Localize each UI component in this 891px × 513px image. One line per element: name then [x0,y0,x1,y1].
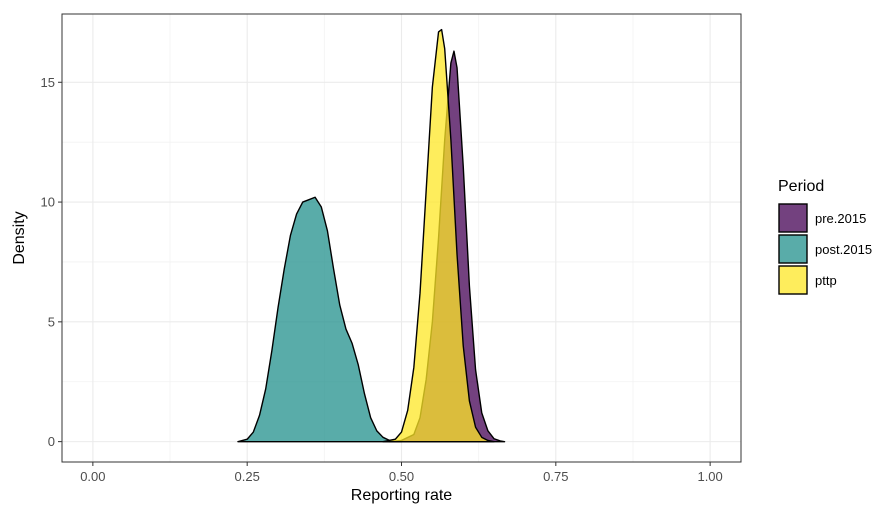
axes: 0.00 0.25 0.50 0.75 1.00 0 5 10 15 [41,75,723,484]
y-tick-label: 10 [41,195,55,210]
y-tick-label: 15 [41,75,55,90]
x-axis-title: Reporting rate [351,487,452,504]
x-tick-label: 0.00 [80,469,105,484]
legend-label-pre-2015: pre.2015 [815,211,866,226]
legend-key-pttp [778,265,808,295]
x-tick-label: 0.25 [235,469,260,484]
legend-label-pttp: pttp [815,273,837,288]
x-tick-label: 1.00 [697,469,722,484]
density-area-post-2015 [237,196,403,443]
y-tick-label: 0 [48,434,55,449]
y-tick-label: 5 [48,314,55,329]
x-tick-label: 0.75 [543,469,568,484]
grid-lines [62,14,741,462]
legend-key-pre-2015 [778,203,808,233]
legend-label-post-2015: post.2015 [815,242,872,257]
density-areas [237,28,506,443]
y-axis-title: Density [11,211,28,264]
legend-key-post-2015 [778,234,808,264]
legend: Period pre.2015 post.2015 pttp [778,178,872,295]
density-area-pttp [382,28,495,443]
x-tick-label: 0.50 [389,469,414,484]
legend-title: Period [778,178,824,195]
